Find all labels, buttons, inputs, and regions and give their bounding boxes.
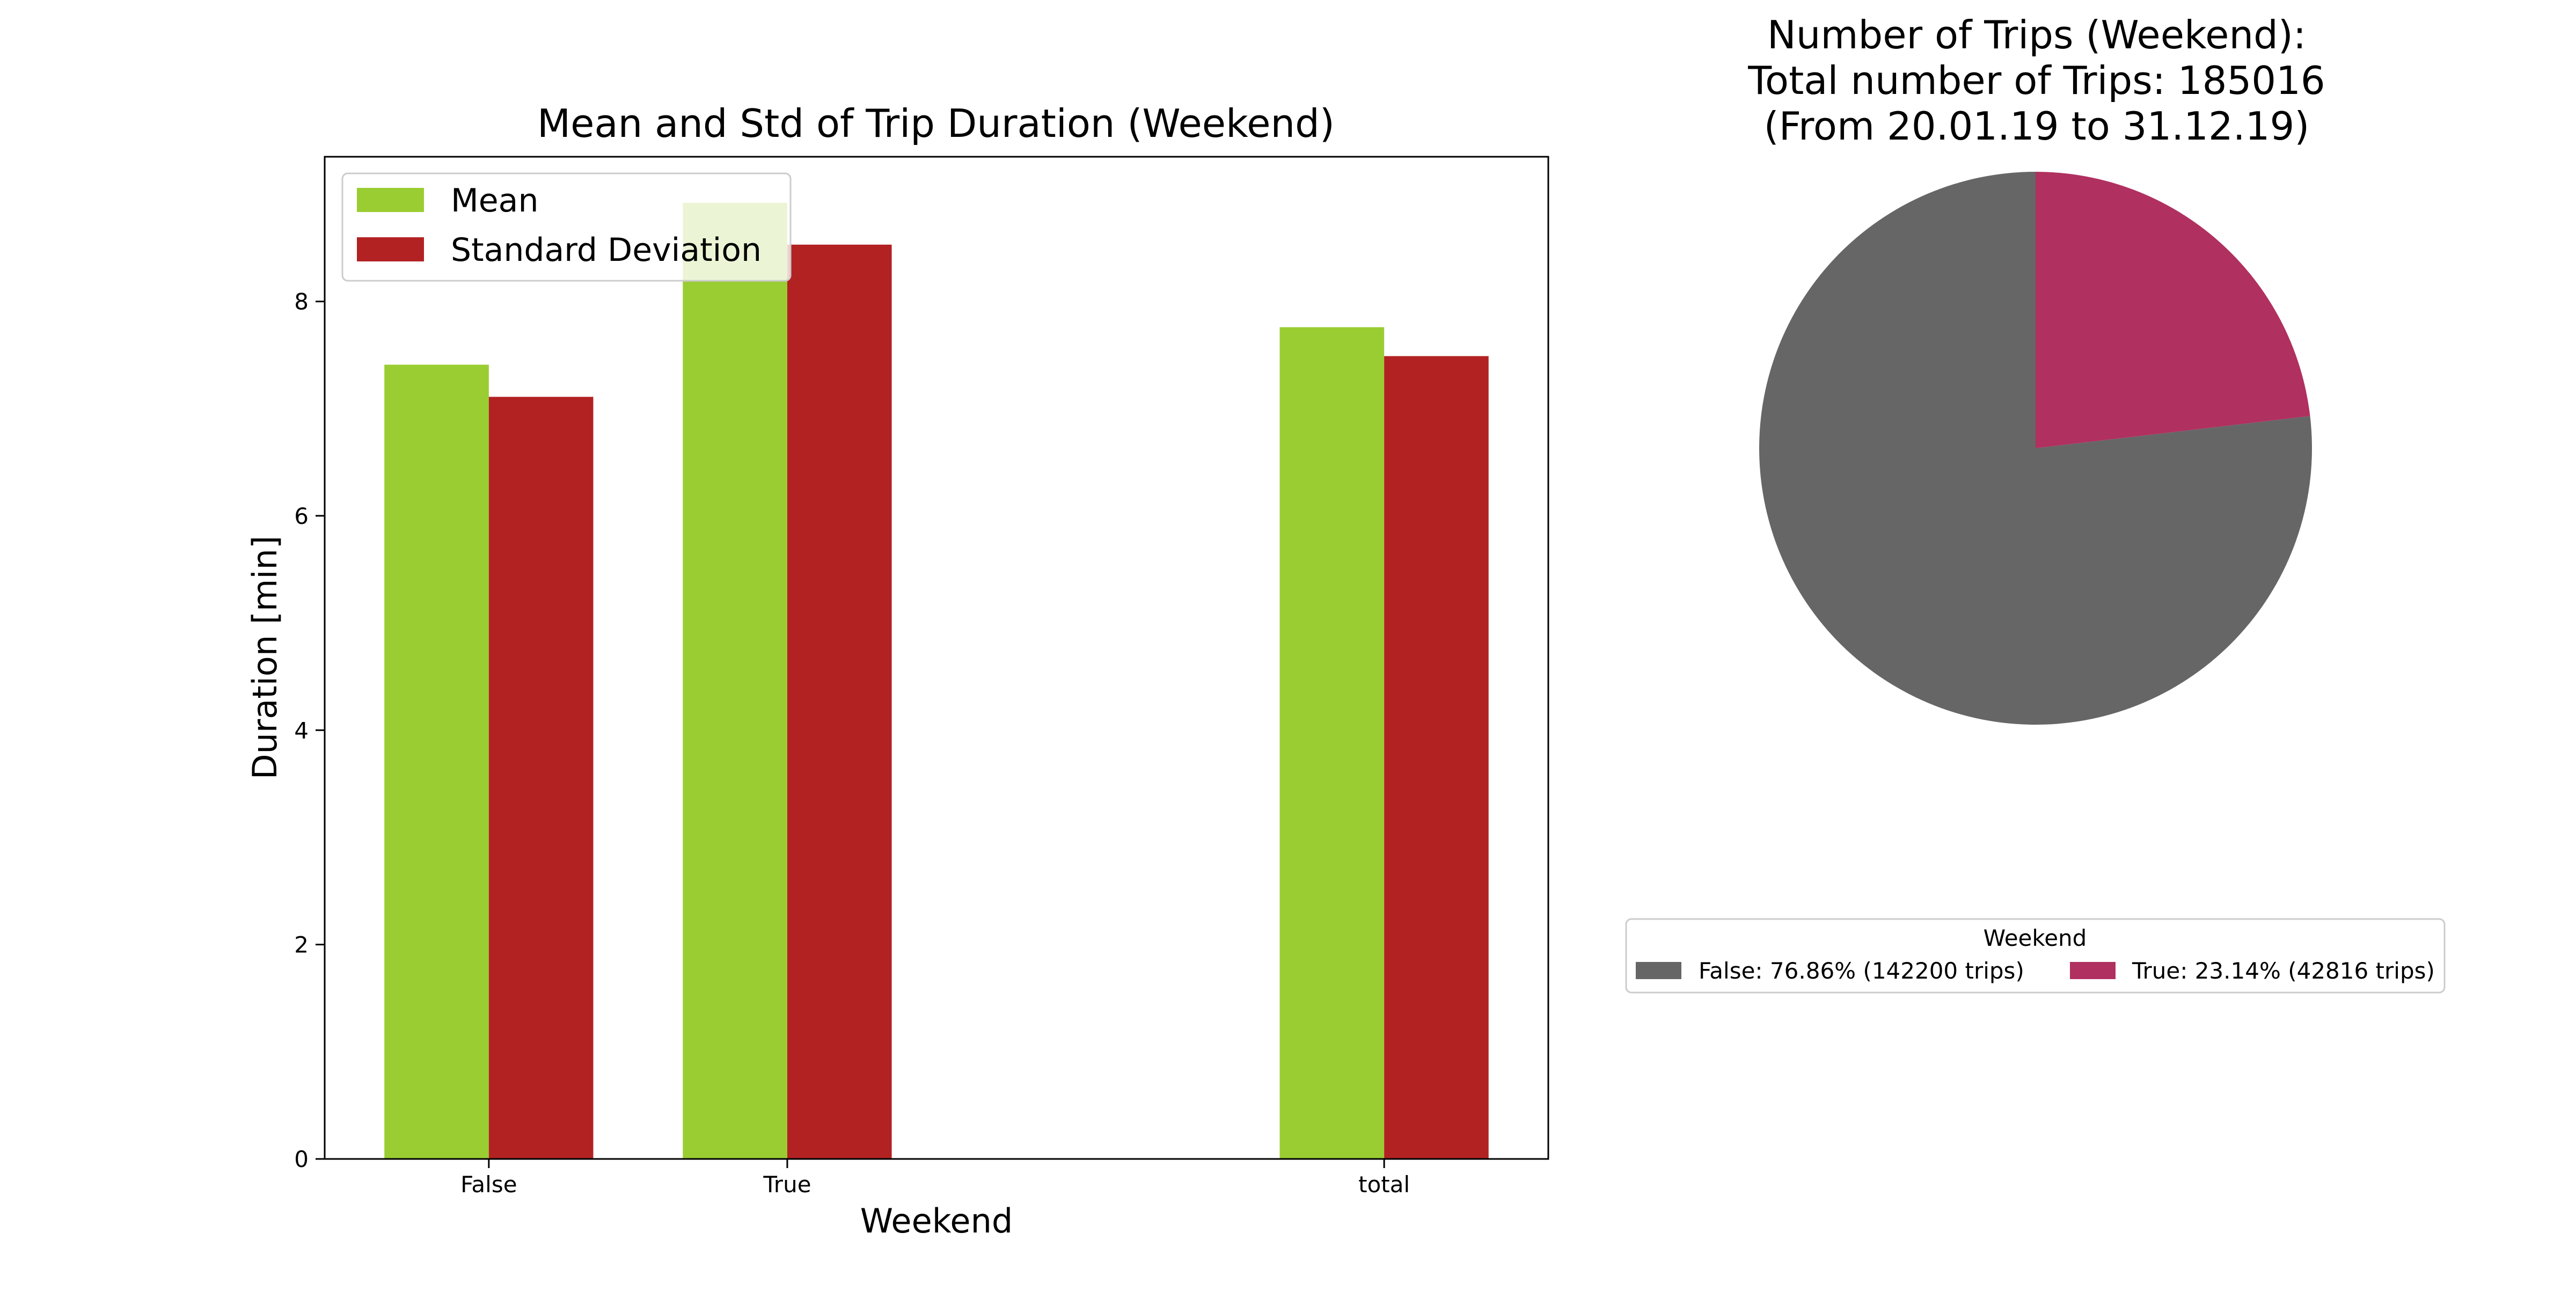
pie-title-line-3: (From 20.01.19 to 31.12.19) bbox=[1764, 104, 2310, 149]
legend-label-false: False: 76.86% (142200 trips) bbox=[1699, 958, 2024, 984]
legend-swatch-mean bbox=[357, 188, 424, 212]
legend-swatch-std bbox=[357, 237, 424, 261]
bar-mean-total bbox=[1279, 327, 1385, 1159]
pie-chart: Number of Trips (Weekend): Total number … bbox=[1625, 12, 2446, 994]
x-axis-label: Weekend bbox=[860, 1201, 1013, 1241]
pie-legend-title: Weekend bbox=[1984, 925, 2087, 951]
x-tick-label: total bbox=[1358, 1171, 1410, 1198]
x-tick-label: False bbox=[460, 1171, 517, 1198]
bar-std-false bbox=[488, 397, 594, 1159]
x-axis-ticks: False True total bbox=[460, 1159, 1410, 1198]
bar-chart: Mean and Std of Trip Duration (Weekend) … bbox=[245, 101, 1549, 1241]
bar-legend[interactable]: Mean Standard Deviation bbox=[341, 172, 792, 282]
y-tick-label: 4 bbox=[294, 717, 309, 743]
pie-title-line-1: Number of Trips (Weekend): bbox=[1767, 12, 2306, 57]
y-tick-label: 2 bbox=[294, 932, 309, 958]
legend-swatch-true bbox=[2070, 962, 2116, 979]
pie-title-line-2: Total number of Trips: 185016 bbox=[1747, 58, 2325, 103]
bar-mean-false bbox=[384, 364, 489, 1159]
bar-series-group bbox=[384, 202, 1489, 1159]
x-tick-label: True bbox=[763, 1171, 811, 1198]
y-axis-ticks: 0 2 4 6 8 bbox=[294, 289, 325, 1172]
plot-frame bbox=[324, 156, 1549, 1160]
pie-slices bbox=[1759, 171, 2312, 725]
bar-chart-title: Mean and Std of Trip Duration (Weekend) bbox=[537, 101, 1335, 146]
legend-label-std: Standard Deviation bbox=[451, 231, 762, 269]
legend-swatch-false bbox=[1636, 962, 1681, 979]
legend-label-true: True: 23.14% (42816 trips) bbox=[2132, 958, 2435, 984]
bar-legend-box bbox=[341, 172, 792, 282]
bar-std-true bbox=[787, 244, 892, 1159]
y-tick-label: 0 bbox=[294, 1146, 309, 1172]
pie-legend[interactable]: Weekend False: 76.86% (142200 trips) Tru… bbox=[1625, 918, 2446, 994]
y-axis-label: Duration [min] bbox=[245, 536, 284, 779]
legend-label-mean: Mean bbox=[451, 182, 538, 220]
y-tick-label: 8 bbox=[294, 289, 309, 315]
y-tick-label: 6 bbox=[294, 503, 309, 529]
pie-slice-true bbox=[2036, 172, 2310, 448]
pie-legend-box bbox=[1625, 918, 2446, 994]
bar-std-total bbox=[1384, 356, 1489, 1159]
bar-mean-true bbox=[683, 202, 787, 1159]
